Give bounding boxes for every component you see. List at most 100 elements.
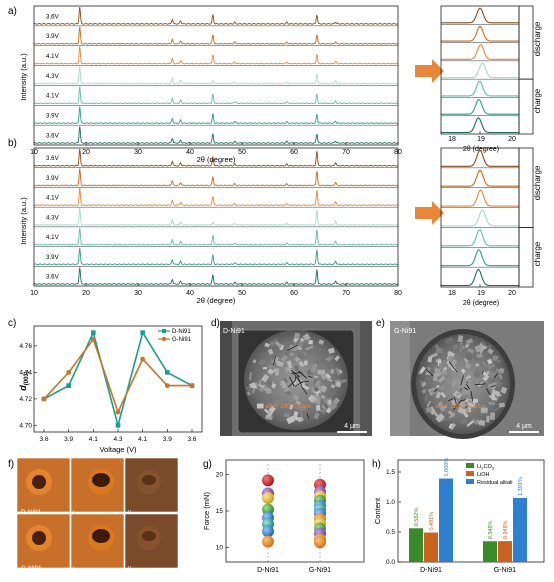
xtick-label: 20 <box>82 290 90 297</box>
grain <box>262 383 268 389</box>
grain <box>480 340 486 346</box>
zoom-trace <box>441 117 519 134</box>
grain <box>315 404 321 412</box>
grain <box>436 348 443 354</box>
grain <box>420 381 427 388</box>
grain <box>293 332 301 340</box>
xrd-trace <box>33 207 399 226</box>
xrd-trace <box>33 227 399 246</box>
grain <box>435 391 442 399</box>
grain <box>295 400 302 406</box>
grain <box>481 360 489 368</box>
xrd-trace <box>33 46 399 65</box>
panel-d: d) D-Ni91 after 100 cycles 4 μm <box>211 318 372 436</box>
grain <box>474 344 482 353</box>
grain <box>447 350 456 358</box>
force-point <box>262 491 274 504</box>
panel-g-ylabel: Force (mN) <box>202 492 211 530</box>
grain <box>426 366 431 373</box>
grain <box>279 344 285 351</box>
crack <box>474 383 486 386</box>
grain <box>284 387 290 393</box>
grain <box>275 381 280 388</box>
col-label-1: I <box>73 510 75 516</box>
grain <box>460 419 467 424</box>
crack <box>289 376 295 387</box>
grain <box>471 418 480 426</box>
xtick-label: 60 <box>290 149 298 156</box>
grain <box>308 340 313 345</box>
grain <box>322 359 329 365</box>
grain <box>487 358 493 365</box>
crack <box>296 374 302 385</box>
particle-core <box>32 531 46 545</box>
grain <box>292 411 299 420</box>
crack <box>490 385 496 388</box>
panel-h-frame <box>397 459 545 563</box>
grain <box>301 384 310 391</box>
grain <box>493 378 503 388</box>
ylabel-d: d <box>18 385 28 391</box>
panel-h-label: h) <box>372 459 381 470</box>
ytick-label: 10 <box>216 544 224 551</box>
ytick-label: 15 <box>216 508 224 515</box>
discharge-bracket <box>518 5 534 80</box>
grain <box>464 407 471 413</box>
grain <box>334 355 341 362</box>
scale-e: 4 μm <box>516 423 532 430</box>
xrd-zoom-plot-b <box>440 147 534 288</box>
zoom-trace <box>440 80 519 97</box>
scale-d: 4 μm <box>344 423 360 430</box>
grain <box>433 373 438 381</box>
arrow-icon <box>415 59 444 83</box>
crack <box>292 371 301 383</box>
zoom-trace <box>440 149 519 167</box>
ytick-label: 0.5 <box>386 529 395 536</box>
grain <box>318 339 325 346</box>
crack <box>448 361 458 373</box>
sem-d-sample: D-Ni91 <box>223 328 245 335</box>
crack <box>286 344 298 352</box>
grain <box>489 393 497 401</box>
grain <box>264 342 270 348</box>
crack <box>288 379 296 388</box>
col-label-2b: II <box>128 566 132 572</box>
bar-value-label: 0.491% <box>429 512 435 531</box>
fluorescence-grid <box>16 457 179 569</box>
sem-e-annotation: after 100 cycles <box>435 403 481 410</box>
grain <box>249 372 252 381</box>
xtick-label: 3.6 <box>39 436 48 443</box>
discharge-bracket <box>518 147 534 228</box>
zoom-trace <box>440 25 519 42</box>
bar-value-label: 1.068% <box>444 458 450 477</box>
force-point <box>262 525 274 538</box>
data-point <box>91 330 96 335</box>
grain <box>280 380 288 390</box>
grain <box>267 363 276 371</box>
grain <box>487 364 493 369</box>
grain <box>450 364 454 369</box>
panel-a: a) Intensity (a.u.) 3.6V 3.9V 4.1V 4.3V 4.1V… <box>8 5 542 164</box>
grain <box>263 408 270 415</box>
particle-core <box>142 475 156 485</box>
grain <box>421 388 427 394</box>
panel-a-xlabel: 2θ (degree) <box>197 155 236 164</box>
xrd-trace <box>33 86 399 105</box>
grain <box>258 380 262 384</box>
ytick-label: 4.70 <box>19 422 32 429</box>
grain <box>330 384 336 389</box>
ytick-label: 1.5 <box>386 469 395 476</box>
grain <box>256 403 264 409</box>
ytick-label: 4.74 <box>19 369 32 376</box>
grain <box>464 362 472 370</box>
grain <box>487 347 494 355</box>
grain <box>284 367 288 374</box>
grain <box>292 394 300 402</box>
xrd-trace <box>33 106 399 124</box>
grain <box>340 379 347 384</box>
grain <box>498 402 506 408</box>
data-point <box>115 409 121 415</box>
grain <box>447 409 456 418</box>
grain <box>457 406 466 415</box>
panel-d-label: d) <box>211 318 220 329</box>
